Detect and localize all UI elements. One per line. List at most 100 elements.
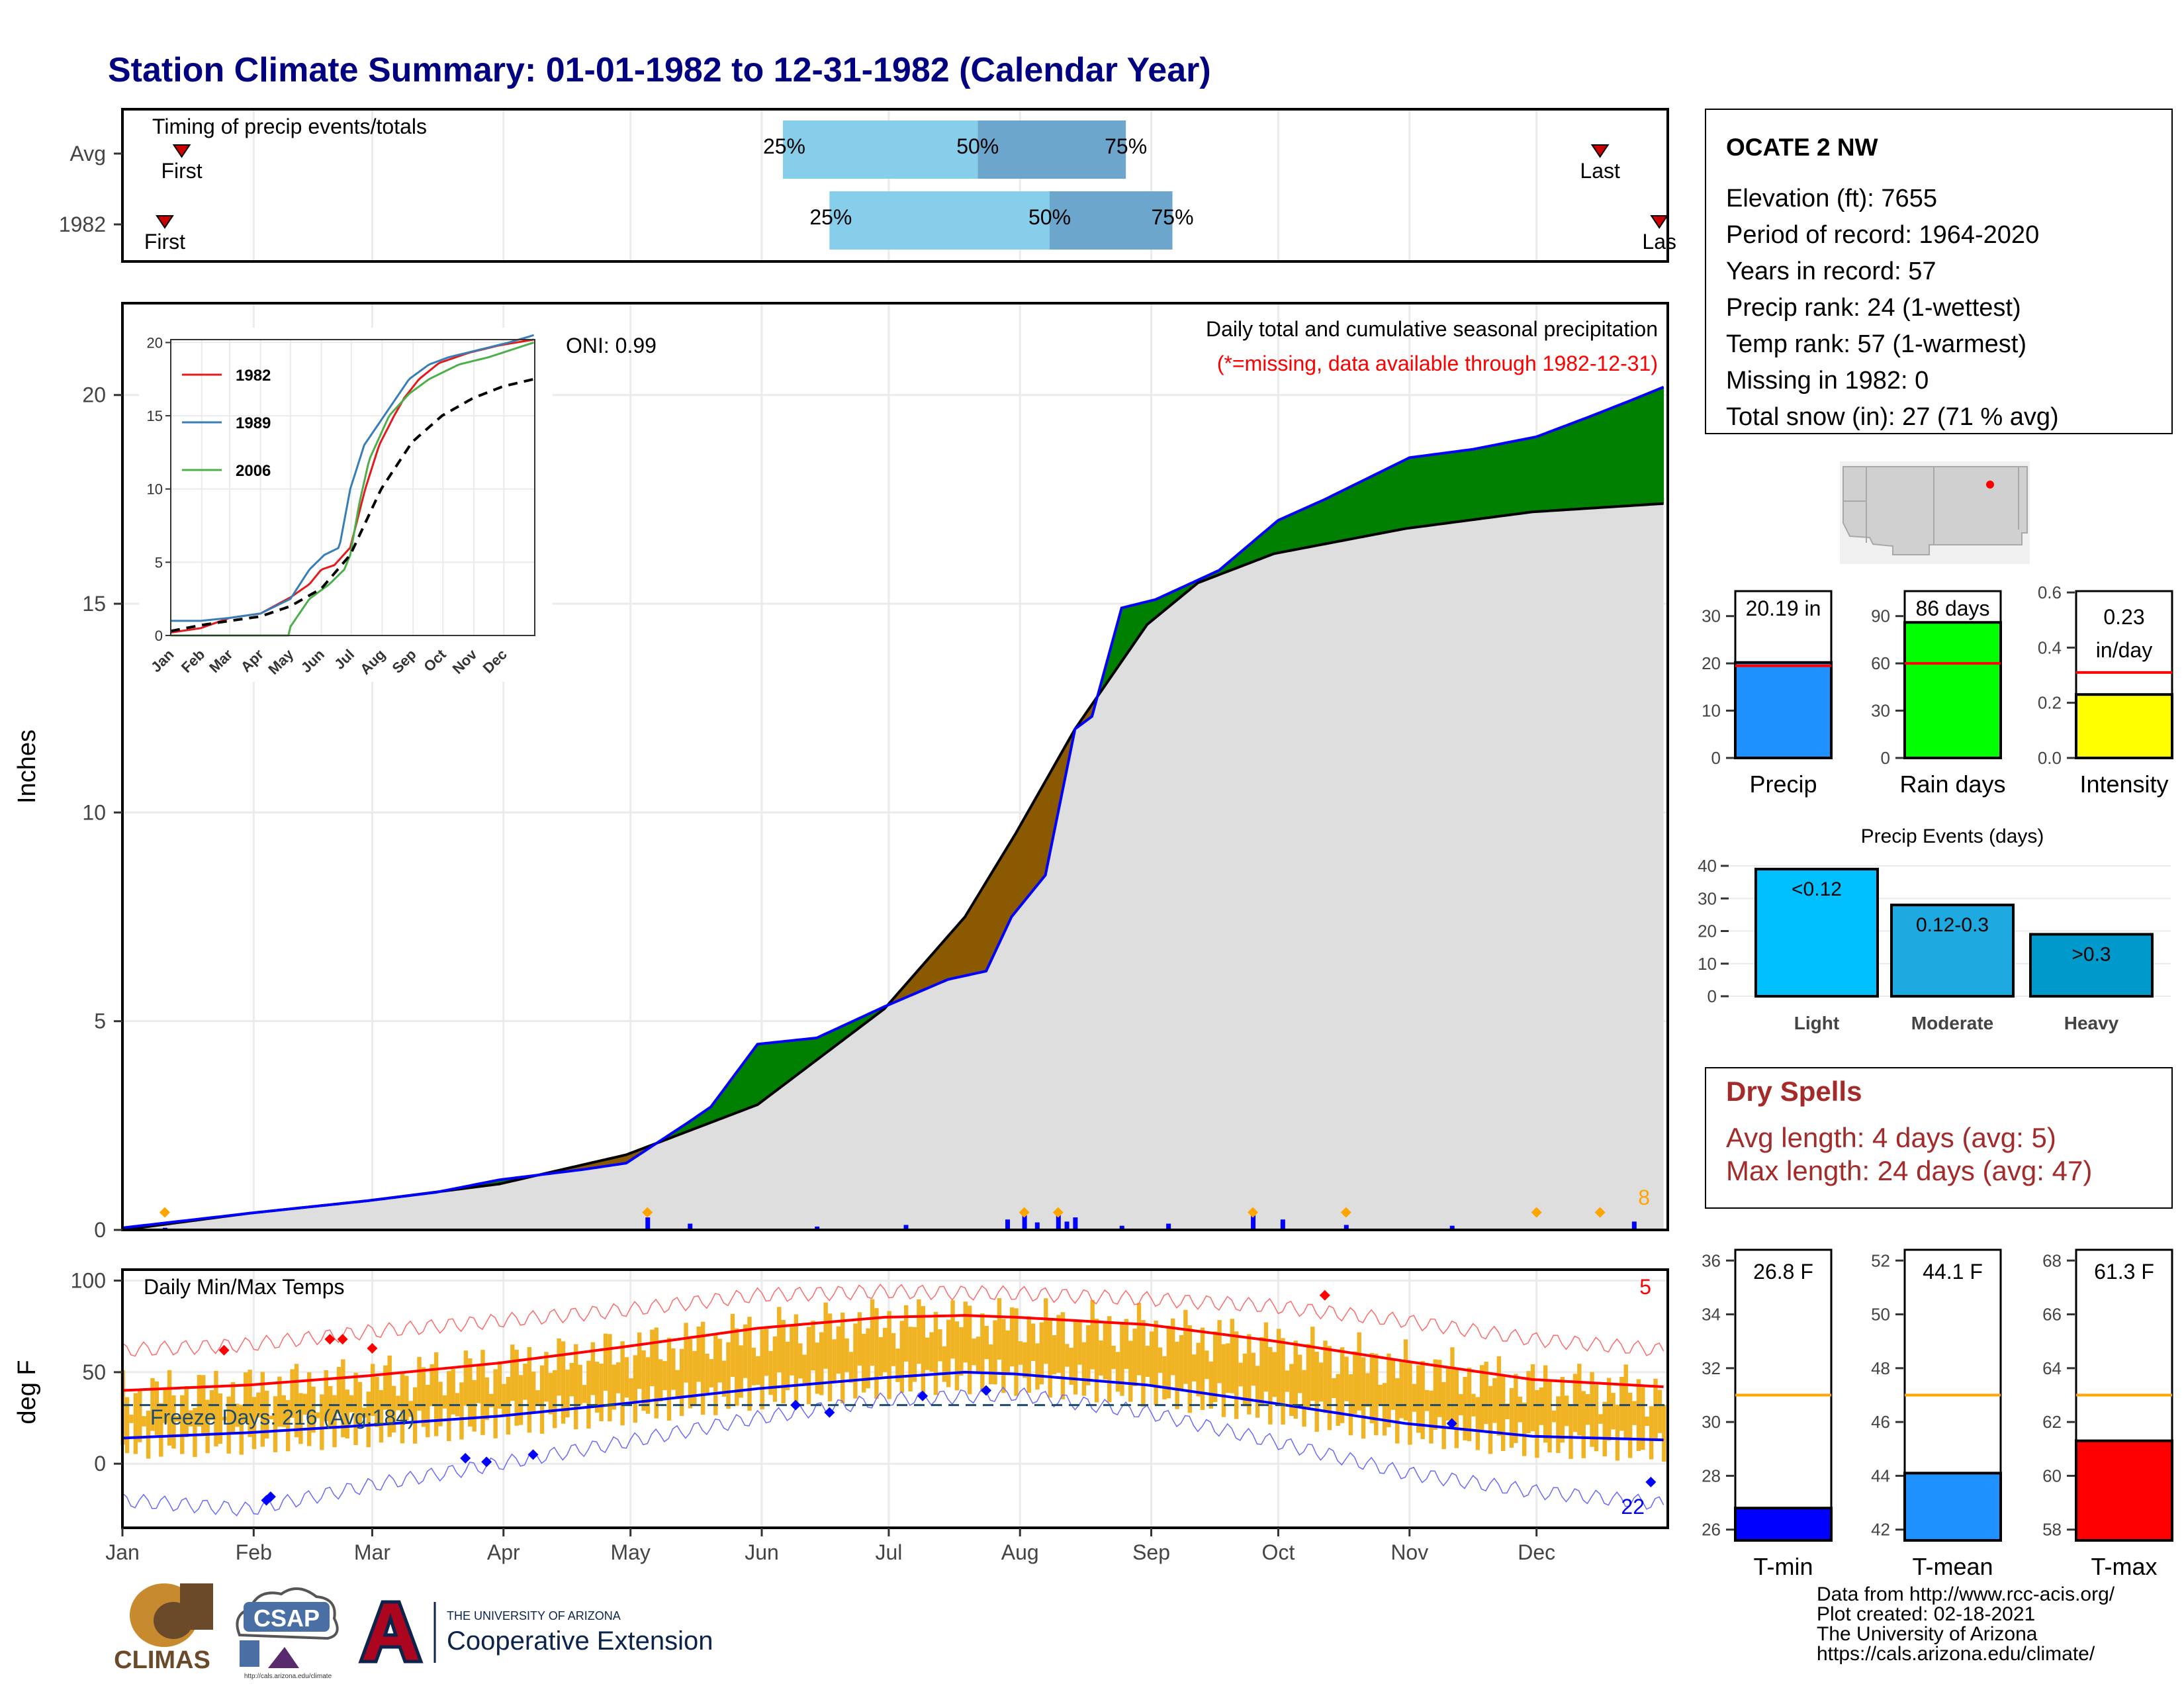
daily-temp-range-bar (1187, 1325, 1193, 1413)
daily-temp-range-bar (133, 1393, 138, 1454)
precip-departure-area (1582, 417, 1588, 509)
daily-temp-range-bar (251, 1397, 257, 1450)
precip-departure-area (1545, 431, 1550, 512)
daily-temp-range-bar (553, 1370, 557, 1429)
precip-departure-area (1616, 404, 1622, 507)
precip-departure-area (745, 1055, 750, 1110)
ua-small-text: THE UNIVERSITY OF ARIZONA (447, 1609, 621, 1622)
extreme-precip-marker (159, 1207, 170, 1218)
daily-temp-range-bar (1530, 1364, 1535, 1432)
daily-temp-range-bar (709, 1359, 714, 1387)
mini-bar-tick-label: 28 (1702, 1466, 1721, 1485)
locator-map (1840, 461, 2030, 564)
daily-temp-range-bar (493, 1369, 498, 1438)
daily-temp-range-bar (1238, 1362, 1243, 1387)
precip-departure-area (1633, 397, 1639, 506)
month-label: Sep (1132, 1540, 1170, 1564)
last-event-marker (1650, 215, 1669, 229)
daily-temp-range-bar (269, 1415, 273, 1420)
daily-temp-range-bar (1662, 1405, 1666, 1462)
daily-temp-range-bar (1653, 1378, 1658, 1439)
precip-departure-area (948, 930, 953, 980)
precip-departure-area (1400, 459, 1406, 530)
inset-grid (170, 340, 535, 636)
daily-temp-range-bar (1234, 1331, 1239, 1419)
mini-bar-tick-label: 42 (1871, 1520, 1890, 1540)
daily-temp-range-bar (188, 1410, 193, 1427)
daily-temp-range-bar (1136, 1303, 1142, 1376)
daily-temp-range-bar (633, 1355, 637, 1423)
temp-summary-bars: 26 28 30 32 34 36 T-min 26.8 F 42 44 46 48 50 52 T-mea… (1702, 1248, 2173, 1580)
temp-lines (122, 1284, 1668, 1517)
temp-y-axis-label: deg F (13, 1360, 41, 1424)
precip-departure-area (1524, 438, 1529, 514)
daily-temp-range-bar (1132, 1329, 1137, 1386)
precip-departure-area (1515, 440, 1520, 515)
precip-departure-area (1604, 408, 1609, 508)
daily-temp-range-bar (1263, 1322, 1269, 1392)
precip-departure-area (1578, 418, 1584, 510)
precip-departure-area (1540, 433, 1545, 512)
daily-temp-range-bar (150, 1378, 155, 1431)
daily-temp-range-bar (1039, 1322, 1044, 1385)
daily-temp-range-bar (908, 1327, 913, 1391)
daily-temp-range-bar (624, 1357, 629, 1398)
daily-temp-range-bar (451, 1368, 455, 1415)
daily-temp-range-bar (1353, 1351, 1357, 1414)
precip-departure-area (1007, 839, 1012, 926)
record-low-marker (917, 1390, 929, 1401)
daily-precip-bar (903, 1225, 909, 1230)
precip-departure-area (761, 1043, 766, 1102)
record-low-marker (527, 1449, 539, 1460)
precip-departure-area (1316, 500, 1321, 546)
mini-bar-tick-label: 30 (1871, 701, 1890, 721)
daily-temp-range-bar (743, 1324, 748, 1378)
daily-temp-range-bar (1285, 1370, 1290, 1392)
daily-temp-range-bar (349, 1395, 354, 1413)
daily-temp-range-bar (959, 1327, 964, 1376)
month-label: May (610, 1540, 650, 1564)
daily-temp-range-bar (1226, 1343, 1230, 1393)
daily-temp-range-bar (603, 1333, 608, 1391)
daily-temp-range-bar (679, 1348, 684, 1417)
precip-note-title: Daily total and cumulative seasonal prec… (1206, 317, 1658, 341)
precip-daily-bars (159, 1207, 1637, 1230)
inset-y-tick-label: 5 (155, 554, 163, 571)
record-low-marker (824, 1407, 835, 1418)
daily-temp-range-bar (675, 1370, 680, 1399)
mini-bar-value-label: 61.3 F (2094, 1260, 2154, 1284)
daily-temp-range-bar (1120, 1322, 1124, 1396)
daily-temp-range-bar (1090, 1299, 1095, 1370)
precip-departure-area (791, 1039, 796, 1080)
daily-temp-range-bar (1251, 1352, 1255, 1386)
freeze-days-label: Freeze Days: 216 (Avg:184) (150, 1405, 415, 1429)
precip-departure-area (939, 940, 944, 984)
daily-temp-range-bar (1208, 1361, 1213, 1409)
daily-temp-range-bar (315, 1412, 320, 1419)
daily-temp-range-bar (739, 1345, 743, 1398)
daily-temp-range-bar (366, 1391, 371, 1448)
daily-temp-range-bar (1408, 1363, 1412, 1445)
daily-temp-range-bar (404, 1376, 409, 1421)
daily-temp-range-bar (298, 1393, 303, 1444)
precip-departure-area (977, 888, 983, 974)
daily-temp-range-bar (756, 1356, 760, 1385)
precip-y-tick-label: 10 (82, 800, 106, 824)
daily-temp-range-bar (954, 1321, 960, 1391)
daily-temp-range-bar (785, 1341, 790, 1391)
station-name: OCATE 2 NW (1726, 134, 1878, 161)
daily-temp-range-bar (878, 1336, 884, 1376)
daily-temp-range-bar (586, 1360, 591, 1429)
precip-departure-area (1032, 795, 1038, 892)
precip-frame (121, 302, 1669, 1231)
csap-logo: CSAP http://cals.arizona.edu/climate (236, 1587, 339, 1680)
events-bar-label: >0.3 (2071, 943, 2111, 965)
daily-precip-bar (688, 1223, 693, 1230)
daily-temp-range-bar (1141, 1320, 1146, 1407)
daily-temp-range-bar (903, 1305, 909, 1362)
daily-temp-range-bar (612, 1364, 616, 1410)
oni-label: ONI: 0.99 (566, 334, 657, 357)
daily-temp-range-bar (658, 1359, 663, 1402)
mini-bar-tick-label: 0.2 (2038, 693, 2062, 713)
